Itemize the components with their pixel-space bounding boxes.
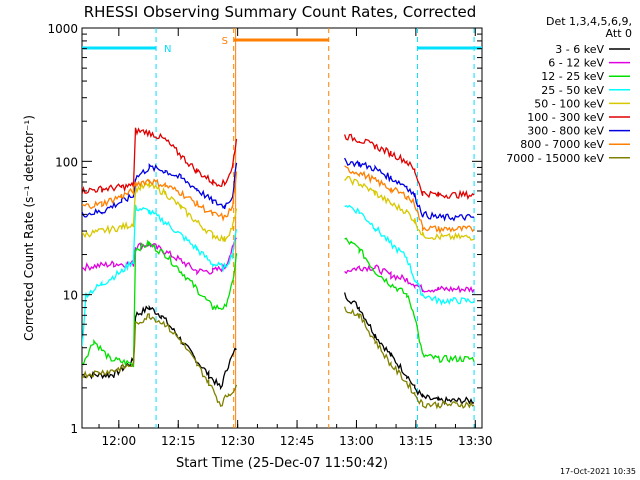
- legend-label-8: 7000 - 15000 keV: [506, 152, 604, 165]
- x-tick-label-4: 13:00: [339, 434, 374, 448]
- series-line-6-12-kev-seg1: [344, 264, 475, 294]
- x-tick-label-1: 12:15: [161, 434, 196, 448]
- y-tick-label-1: 10: [63, 289, 78, 303]
- series-line-6-12-kev-seg0: [82, 237, 237, 276]
- legend-header-line-2: Att 0: [606, 27, 632, 40]
- legend-label-6: 300 - 800 keV: [527, 125, 604, 138]
- legend-label-2: 12 - 25 keV: [541, 70, 604, 83]
- series-line-800-7000-kev-seg0: [82, 171, 238, 222]
- x-tick-label-6: 13:30: [458, 434, 493, 448]
- plot-area: [81, 27, 483, 429]
- series-line-25-50-kev-seg1: [344, 204, 475, 306]
- series-line-3-6-kev-seg1: [343, 292, 475, 406]
- legend-header-line-1: Det 1,3,4,5,6,9,: [546, 15, 632, 28]
- x-tick-label-2: 12:30: [220, 434, 255, 448]
- x-axis-label: Start Time (25-Dec-07 11:50:42): [176, 456, 388, 471]
- series-line-3-6-kev-seg0: [82, 304, 237, 391]
- legend-label-3: 25 - 50 keV: [541, 84, 604, 97]
- series-line-800-7000-kev-seg1: [344, 165, 475, 235]
- series-line-7000-15000-kev-seg0: [82, 313, 238, 407]
- series-line-300-800-kev-seg0: [82, 162, 238, 218]
- y-tick-label-3: 1000: [47, 22, 78, 36]
- series-line-100-300-kev-seg0: [82, 127, 238, 195]
- chart-title: RHESSI Observing Summary Count Rates, Co…: [84, 3, 477, 21]
- axis-ticks: 12:00 12:15 12:30 12:45 13:00 13:15 13:30 1 10 10…: [47, 22, 492, 448]
- x-tick-label-3: 12:45: [280, 434, 315, 448]
- x-tick-label-5: 13:15: [399, 434, 434, 448]
- legend-label-4: 50 - 100 keV: [534, 97, 604, 110]
- y-axis-label: Corrected Count Rate (s⁻¹ detector⁻¹): [22, 115, 36, 341]
- legend-label-5: 100 - 300 keV: [527, 111, 604, 124]
- series-line-12-25-kev-seg0: [82, 239, 238, 368]
- x-tick-label-0: 12:00: [102, 434, 137, 448]
- series-line-50-100-kev-seg1: [344, 175, 475, 241]
- flag-label-s: S: [222, 36, 228, 47]
- flag-label-n: N: [164, 44, 171, 55]
- series-line-100-300-kev-seg1: [343, 133, 475, 200]
- series-line-50-100-kev-seg0: [82, 180, 238, 243]
- series-line-7000-15000-kev-seg1: [343, 306, 475, 410]
- series-line-12-25-kev-seg1: [344, 237, 475, 364]
- flag-bars: NS: [82, 28, 482, 428]
- series-group: [82, 127, 475, 410]
- series-line-300-800-kev-seg1: [344, 157, 475, 222]
- date-stamp: 17-Oct-2021 10:35: [560, 467, 636, 476]
- legend-label-0: 3 - 6 keV: [555, 43, 604, 56]
- legend-label-7: 800 - 7000 keV: [520, 138, 604, 151]
- legend-label-1: 6 - 12 keV: [548, 57, 604, 70]
- series-line-25-50-kev-seg0: [82, 204, 238, 347]
- y-tick-label-2: 100: [55, 155, 78, 169]
- y-tick-label-0: 1: [70, 422, 78, 436]
